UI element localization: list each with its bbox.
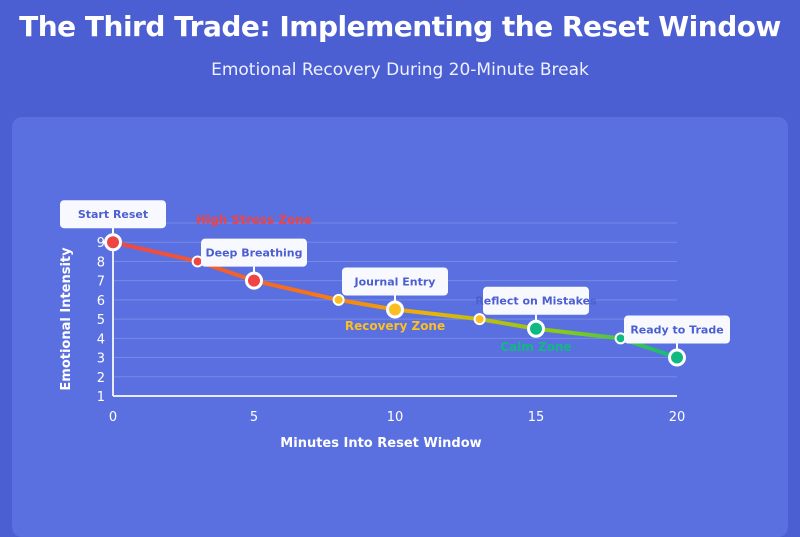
x-tick-label: 20: [669, 410, 686, 425]
y-axis-label: Emotional Intensity: [59, 247, 74, 391]
y-tick-label: 1: [97, 390, 105, 405]
x-tick-label: 0: [109, 410, 117, 425]
y-tick-label: 7: [97, 275, 105, 290]
annotation-box: [60, 200, 166, 229]
annotation-box: [483, 286, 589, 315]
x-tick-label: 15: [528, 410, 545, 425]
data-point[interactable]: [245, 271, 263, 290]
page-subtitle: Emotional Recovery During 20-Minute Brea…: [211, 60, 589, 80]
zone-label: Recovery Zone: [345, 319, 445, 333]
x-tick-label: 10: [387, 410, 404, 425]
data-point[interactable]: [668, 348, 686, 367]
data-point[interactable]: [386, 300, 404, 319]
y-tick-label: 2: [97, 371, 105, 386]
page-title: The Third Trade: Implementing the Reset …: [19, 10, 781, 43]
annotation: Start Reset: [60, 200, 166, 236]
annotation-box: [201, 238, 307, 267]
data-point[interactable]: [332, 293, 345, 306]
zone-label: Calm Zone: [500, 340, 571, 354]
line-chart: 1 2 3 4 5 6 7 8 9 0 5 10 15 20 Start Reset Deep Breath…: [59, 200, 730, 451]
data-point[interactable]: [527, 319, 545, 338]
y-tick-label: 8: [97, 255, 105, 270]
y-tick-label: 3: [97, 352, 105, 367]
annotation-text: Ready to Trade: [630, 324, 723, 337]
y-tick-label: 9: [97, 236, 105, 251]
annotation: Journal Entry: [342, 267, 448, 303]
y-tick-label: 6: [97, 294, 105, 309]
annotation: Reflect on Mistakes: [475, 286, 597, 322]
y-tick-label: 5: [97, 313, 105, 328]
y-tick-label: 4: [97, 332, 105, 347]
annotation-text: Reflect on Mistakes: [475, 295, 597, 308]
data-point[interactable]: [473, 313, 486, 326]
annotation: Ready to Trade: [624, 315, 730, 351]
annotation: Deep Breathing: [201, 238, 307, 274]
annotation-text: Deep Breathing: [205, 247, 302, 260]
zone-label: High Stress Zone: [196, 213, 312, 227]
x-axis-label: Minutes Into Reset Window: [280, 436, 481, 451]
data-point[interactable]: [104, 233, 122, 252]
annotation-text: Journal Entry: [354, 276, 436, 289]
x-tick-label: 5: [250, 410, 258, 425]
annotation-box: [342, 267, 448, 296]
annotation-text: Start Reset: [78, 208, 148, 221]
annotation-box: [624, 315, 730, 344]
